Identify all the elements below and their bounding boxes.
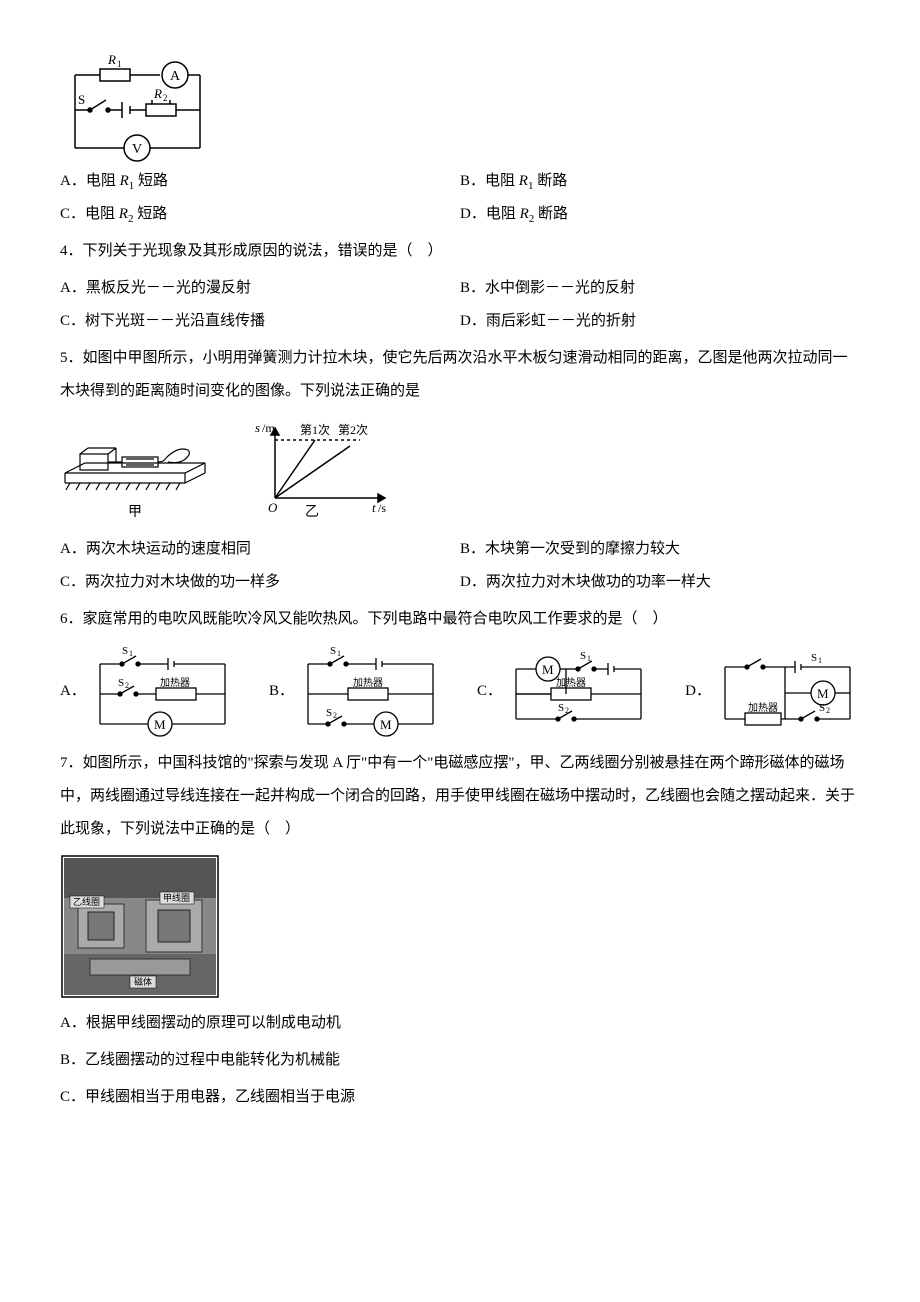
svg-text:M: M (817, 686, 829, 701)
q6-options: A． S1 S (60, 644, 860, 739)
q6-option-c: C． (477, 649, 651, 734)
svg-text:加热器: 加热器 (160, 676, 190, 689)
svg-text:2: 2 (565, 706, 569, 715)
label-r1: R (107, 52, 116, 67)
svg-text:S: S (819, 702, 825, 714)
q7-option-a: A．根据甲线圈摆动的原理可以制成电动机 (60, 1007, 860, 1040)
q4-option-d: D．雨后彩虹－－光的折射 (460, 305, 860, 338)
q6-option-b: B． S1 加热器 (269, 644, 443, 739)
q3-option-d: D．电阻 R2 断路 (460, 198, 860, 231)
svg-text:M: M (380, 717, 392, 732)
svg-text:S: S (118, 677, 124, 689)
svg-text:M: M (542, 662, 554, 677)
q7-option-b: B．乙线圈摆动的过程中电能转化为机械能 (60, 1044, 860, 1077)
svg-text:S: S (811, 652, 817, 664)
q5-option-a: A．两次木块运动的速度相同 (60, 533, 460, 566)
svg-text:S: S (122, 645, 128, 657)
svg-text:乙线圈: 乙线圈 (73, 896, 100, 907)
q7-photo: 乙线圈 甲线圈 磁体 (60, 854, 860, 999)
svg-text:1: 1 (337, 649, 341, 658)
label-a: A (170, 69, 181, 84)
svg-text:加热器: 加热器 (353, 676, 383, 689)
q3-circuit-figure: R1 R2 S A V (60, 50, 860, 165)
q7-option-c: C．甲线圈相当于用电器，乙线圈相当于电源 (60, 1081, 860, 1114)
q6-option-d: D． (685, 649, 860, 734)
q5-caption-jia: 甲 (128, 505, 142, 520)
svg-text:/s: /s (378, 501, 386, 515)
q4-option-a: A．黑板反光－－光的漫反射 (60, 272, 460, 305)
q5-caption-yi: 乙 (305, 504, 319, 520)
svg-text:磁体: 磁体 (134, 976, 152, 987)
q3-option-c: C．电阻 R2 短路 (60, 198, 460, 231)
q4-option-c: C．树下光斑－－光沿直线传播 (60, 305, 460, 338)
q5-options: A．两次木块运动的速度相同 B．木块第一次受到的摩擦力较大 C．两次拉力对木块做… (60, 533, 860, 599)
svg-text:S: S (330, 645, 336, 657)
svg-text:2: 2 (163, 93, 168, 103)
q3-option-b: B．电阻 R1 断路 (460, 165, 860, 198)
svg-text:1: 1 (587, 654, 591, 663)
svg-text:/m: /m (262, 421, 275, 435)
q5-line2-label: 第2次 (338, 423, 368, 437)
svg-text:O: O (268, 500, 278, 515)
q4-stem: 4．下列关于光现象及其形成原因的说法，错误的是（ ） (60, 235, 860, 268)
label-r2: R (153, 86, 162, 101)
q4-options: A．黑板反光－－光的漫反射 B．水中倒影－－光的反射 C．树下光斑－－光沿直线传… (60, 272, 860, 338)
q5-figure-yi: s/m t/s O 第1次 第2次 乙 (250, 418, 400, 523)
svg-text:2: 2 (826, 706, 830, 715)
q6-option-a: A． S1 S (60, 644, 235, 739)
label-s: S (78, 92, 85, 107)
q3-option-a: A．电阻 R1 短路 (60, 165, 460, 198)
q5-line1-label: 第1次 (300, 423, 330, 437)
svg-text:S: S (580, 650, 586, 662)
svg-text:2: 2 (125, 681, 129, 690)
svg-text:甲线圈: 甲线圈 (163, 892, 190, 903)
svg-text:加热器: 加热器 (556, 676, 586, 689)
q6-stem: 6．家庭常用的电吹风既能吹冷风又能吹热风。下列电路中最符合电吹风工作要求的是（ … (60, 603, 860, 636)
svg-text:S: S (558, 702, 564, 714)
q3-options: A．电阻 R1 短路 B．电阻 R1 断路 C．电阻 R2 短路 D．电阻 R2… (60, 165, 860, 231)
q5-figure-jia: 甲 (60, 418, 210, 523)
label-v: V (132, 142, 142, 157)
q7-stem: 7．如图所示，中国科技馆的"探索与发现 A 厅"中有一个"电磁感应摆"，甲、乙两… (60, 747, 860, 846)
q5-option-d: D．两次拉力对木块做功的功率一样大 (460, 566, 860, 599)
q5-option-c: C．两次拉力对木块做的功一样多 (60, 566, 460, 599)
svg-text:2: 2 (333, 711, 337, 720)
svg-text:t: t (372, 500, 376, 515)
q4-option-b: B．水中倒影－－光的反射 (460, 272, 860, 305)
svg-text:s: s (255, 420, 260, 435)
svg-text:加热器: 加热器 (748, 701, 778, 714)
svg-text:1: 1 (818, 656, 822, 665)
q5-figures: 甲 s/m t/s O 第1次 第2次 乙 (60, 418, 860, 523)
svg-text:1: 1 (117, 59, 122, 69)
svg-text:S: S (326, 707, 332, 719)
svg-text:M: M (154, 717, 166, 732)
q5-option-b: B．木块第一次受到的摩擦力较大 (460, 533, 860, 566)
svg-text:1: 1 (129, 649, 133, 658)
q5-stem: 5．如图中甲图所示，小明用弹簧测力计拉木块，使它先后两次沿水平木板匀速滑动相同的… (60, 342, 860, 408)
